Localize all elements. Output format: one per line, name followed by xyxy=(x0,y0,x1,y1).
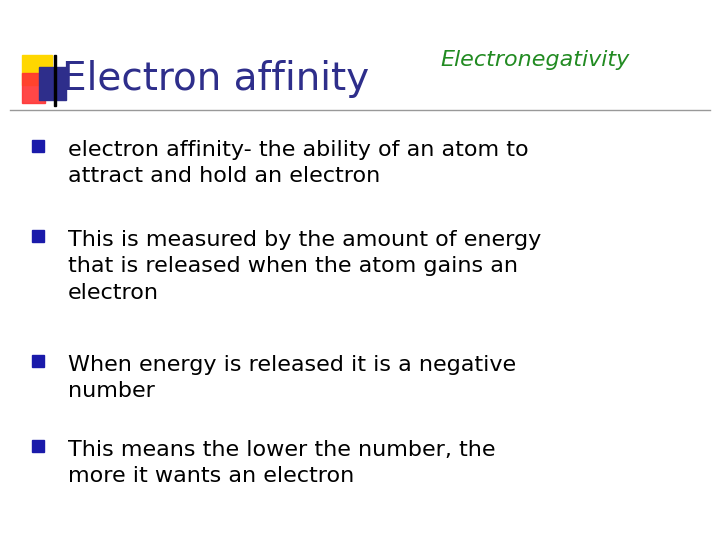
Bar xyxy=(32,440,44,452)
Text: This is measured by the amount of energy
that is released when the atom gains an: This is measured by the amount of energy… xyxy=(68,230,541,303)
Bar xyxy=(32,140,44,152)
Bar xyxy=(22,73,45,103)
Text: electron affinity- the ability of an atom to
attract and hold an electron: electron affinity- the ability of an ato… xyxy=(68,140,528,186)
Bar xyxy=(38,67,66,100)
Text: When energy is released it is a negative
number: When energy is released it is a negative… xyxy=(68,355,516,401)
Bar xyxy=(32,230,44,242)
Bar xyxy=(22,55,52,85)
Bar xyxy=(54,55,56,106)
Bar xyxy=(32,355,44,367)
Text: This means the lower the number, the
more it wants an electron: This means the lower the number, the mor… xyxy=(68,440,495,487)
Text: Electronegativity: Electronegativity xyxy=(440,50,629,70)
Text: Electron affinity: Electron affinity xyxy=(62,60,369,98)
